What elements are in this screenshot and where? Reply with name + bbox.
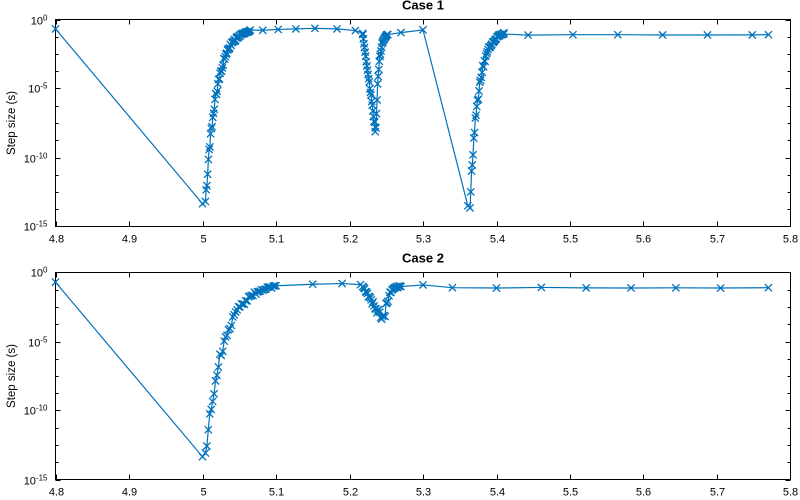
svg-text:4.8: 4.8: [49, 234, 64, 246]
svg-text:5: 5: [200, 234, 206, 246]
svg-text:5.3: 5.3: [416, 234, 431, 246]
svg-text:5.6: 5.6: [636, 487, 651, 499]
svg-text:5.5: 5.5: [563, 234, 578, 246]
svg-text:4.8: 4.8: [49, 487, 64, 499]
svg-text:Case 2: Case 2: [402, 251, 444, 266]
svg-text:5.6: 5.6: [636, 234, 651, 246]
svg-text:5.1: 5.1: [269, 487, 284, 499]
svg-text:5.7: 5.7: [710, 487, 725, 499]
svg-text:Step size (s): Step size (s): [6, 91, 18, 155]
svg-text:5.5: 5.5: [563, 487, 578, 499]
svg-text:5.7: 5.7: [710, 234, 725, 246]
svg-text:5.2: 5.2: [343, 234, 358, 246]
svg-text:4.9: 4.9: [122, 487, 137, 499]
svg-text:5.8: 5.8: [783, 487, 798, 499]
svg-text:Step size (s): Step size (s): [6, 344, 18, 408]
svg-text:5.1: 5.1: [269, 234, 284, 246]
svg-text:5.2: 5.2: [343, 487, 358, 499]
svg-text:Case 1: Case 1: [402, 0, 444, 13]
svg-text:5: 5: [200, 487, 206, 499]
svg-text:4.9: 4.9: [122, 234, 137, 246]
svg-text:5.4: 5.4: [490, 487, 505, 499]
svg-text:5.3: 5.3: [416, 487, 431, 499]
svg-text:5.8: 5.8: [783, 234, 798, 246]
svg-text:5.4: 5.4: [490, 234, 505, 246]
